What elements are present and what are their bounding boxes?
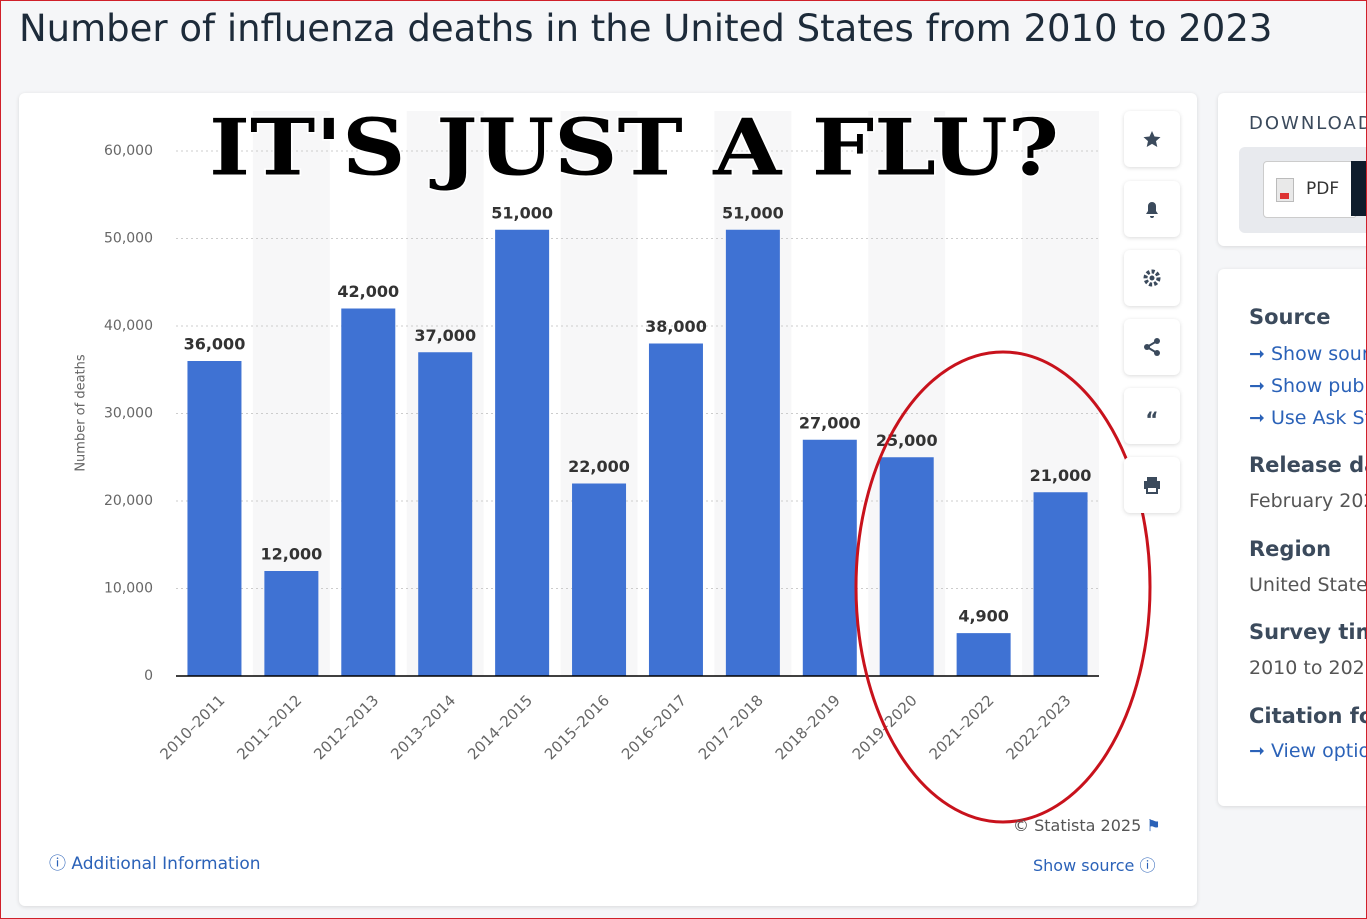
survey: 2010 to 2023	[1249, 657, 1367, 679]
page-title: Number of influenza deaths in the United…	[19, 7, 1273, 50]
citation-link-text[interactable]: View options	[1270, 740, 1366, 762]
x-tick-label: 2018–2019	[772, 691, 844, 763]
settings-button[interactable]	[1124, 250, 1180, 306]
share-button[interactable]	[1124, 319, 1180, 375]
y-tick-label: 50,000	[104, 231, 153, 247]
y-tick-label: 30,000	[104, 406, 153, 422]
y-axis-label: Number of deaths	[74, 354, 89, 472]
value-label: 12,000	[261, 545, 323, 564]
bar	[1033, 492, 1088, 676]
citation-link[interactable]: ➞ View options	[1249, 740, 1366, 762]
bar	[341, 308, 396, 676]
pdf-icon	[1276, 178, 1294, 202]
source-link[interactable]: ➞ Show source	[1249, 343, 1366, 365]
svg-text:“: “	[1145, 408, 1158, 432]
bar	[956, 633, 1011, 676]
pdf-button[interactable]: PDF	[1263, 161, 1357, 218]
copyright-text: © Statista 2025	[1013, 816, 1142, 835]
show-source[interactable]: Show source	[1033, 856, 1135, 875]
release-heading: Release date	[1249, 453, 1366, 477]
x-tick-label: 2015–2016	[541, 691, 613, 763]
highlight-ellipse	[854, 350, 1152, 824]
source-link-text[interactable]: Show source	[1270, 343, 1366, 365]
annotation: IT'S JUST A FLU?	[209, 103, 1059, 194]
source-link-text[interactable]: Use Ask Statista Research Service	[1270, 407, 1366, 429]
x-tick-label: 2021–2022	[926, 691, 998, 763]
source-link[interactable]: ➞ Show publisher information	[1249, 375, 1367, 397]
print-button[interactable]	[1124, 457, 1180, 513]
x-tick-label: 2016–2017	[618, 691, 690, 763]
source-link-text[interactable]: Show publisher information	[1270, 375, 1367, 397]
pdf-plus[interactable]	[1351, 161, 1366, 216]
x-tick-label: 2022–2023	[1003, 691, 1075, 763]
value-label: 51,000	[722, 203, 784, 222]
x-tick-label: 2012–2013	[310, 691, 382, 763]
notify-button[interactable]	[1124, 181, 1180, 237]
bar	[495, 229, 550, 676]
source-heading: Source	[1249, 305, 1331, 329]
x-tick-label: 2014–2015	[464, 691, 536, 763]
value-label: 4,900	[958, 607, 1009, 626]
value-label: 37,000	[414, 326, 476, 345]
y-tick-label: 60,000	[104, 143, 153, 159]
bar	[802, 439, 857, 676]
value-label: 42,000	[337, 282, 399, 301]
x-tick-label: 2010–2011	[156, 691, 228, 763]
bar	[572, 483, 627, 676]
value-label: 21,000	[1030, 466, 1092, 485]
x-tick-label: 2011–2012	[233, 691, 305, 763]
y-tick-label: 20,000	[104, 493, 153, 509]
region-heading: Region	[1249, 537, 1332, 561]
y-tick-label: 40,000	[104, 318, 153, 334]
bar	[418, 352, 473, 676]
bar	[264, 571, 319, 676]
show-source-link[interactable]: Show source ⓘ	[1033, 856, 1156, 875]
value-label: 27,000	[799, 413, 861, 432]
pdf-label[interactable]: PDF	[1306, 179, 1340, 199]
survey-heading: Survey time period	[1249, 620, 1366, 644]
x-tick-label: 2017–2018	[695, 691, 767, 763]
cite-button[interactable]: “	[1124, 388, 1180, 444]
source-link[interactable]: ➞ Use Ask Statista Research Service	[1249, 407, 1366, 429]
bar	[648, 343, 703, 676]
y-tick-label: 0	[144, 668, 153, 684]
region: United States	[1249, 574, 1367, 596]
release: February 2025	[1249, 490, 1366, 512]
value-label: 51,000	[491, 203, 553, 222]
citation-heading: Citation formats	[1249, 704, 1366, 728]
additional-info-link[interactable]: ⓘ Additional Information	[49, 854, 261, 874]
y-tick-label: 10,000	[104, 581, 153, 597]
bar	[187, 361, 242, 676]
bar	[879, 457, 934, 676]
value-label: 36,000	[184, 335, 246, 354]
bar	[725, 229, 780, 676]
value-label: 22,000	[568, 457, 630, 476]
x-tick-label: 2013–2014	[387, 691, 459, 763]
additional-info[interactable]: Additional Information	[71, 854, 261, 874]
info-card	[1218, 269, 1366, 806]
favorite-button[interactable]	[1124, 111, 1180, 167]
download-heading: DOWNLOAD	[1249, 113, 1367, 134]
copyright: © Statista 2025 ⚑	[1013, 816, 1161, 835]
value-label: 38,000	[645, 317, 707, 336]
